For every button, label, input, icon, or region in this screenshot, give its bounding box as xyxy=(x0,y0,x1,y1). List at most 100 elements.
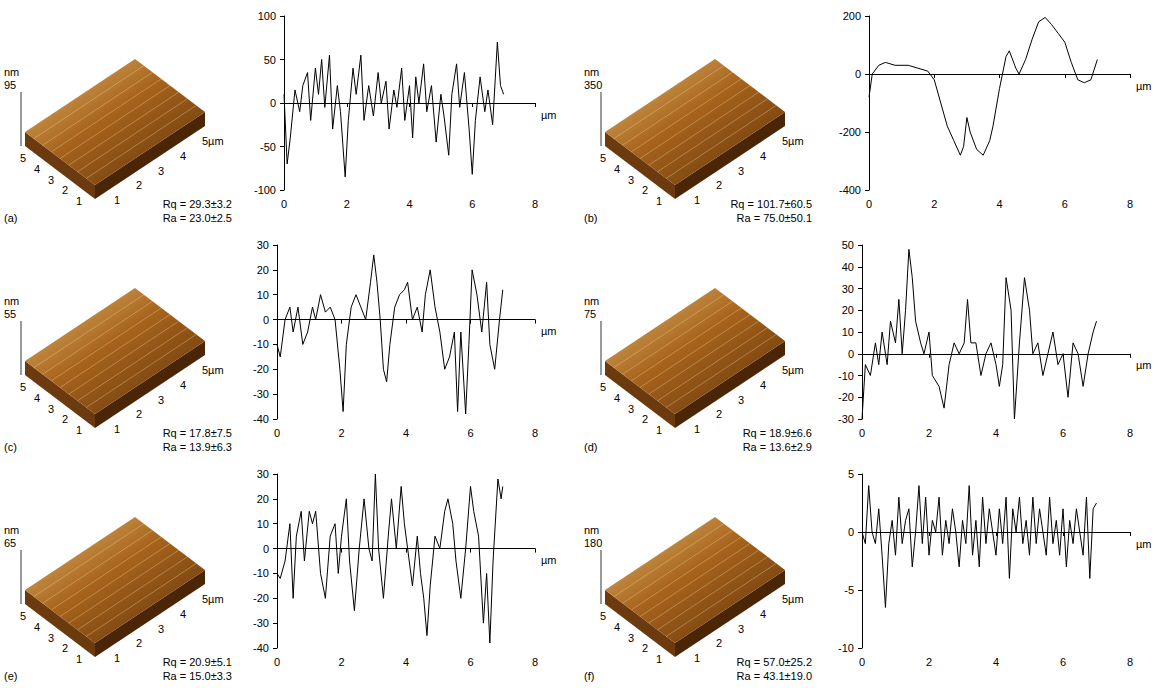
svg-text:4: 4 xyxy=(34,621,40,633)
svg-text:2: 2 xyxy=(716,637,722,649)
svg-text:2: 2 xyxy=(642,413,648,425)
svg-text:nm: nm xyxy=(4,66,19,78)
svg-text:-100: -100 xyxy=(254,184,276,196)
svg-text:-30: -30 xyxy=(838,413,854,425)
svg-text:8: 8 xyxy=(1127,198,1133,210)
svg-text:µm: µm xyxy=(1136,359,1152,371)
svg-text:6: 6 xyxy=(469,198,475,210)
svg-text:4: 4 xyxy=(34,392,40,404)
svg-text:4: 4 xyxy=(760,150,766,162)
svg-text:Ra = 15.0±3.3: Ra = 15.0±3.3 xyxy=(163,670,232,682)
svg-text:-10: -10 xyxy=(838,642,854,654)
svg-text:0: 0 xyxy=(859,427,865,439)
svg-text:2: 2 xyxy=(642,184,648,196)
svg-text:-50: -50 xyxy=(260,141,276,153)
svg-text:Ra = 75.0±50.1: Ra = 75.0±50.1 xyxy=(737,212,812,224)
svg-text:1: 1 xyxy=(76,195,82,207)
svg-text:8: 8 xyxy=(1127,427,1133,439)
svg-text:30: 30 xyxy=(257,468,269,480)
svg-text:4: 4 xyxy=(993,656,999,668)
svg-text:0: 0 xyxy=(859,656,865,668)
svg-text:5: 5 xyxy=(848,468,854,480)
svg-text:(d): (d) xyxy=(584,441,597,453)
svg-text:Ra = 13.6±2.9: Ra = 13.6±2.9 xyxy=(743,441,812,453)
svg-text:0: 0 xyxy=(274,427,280,439)
svg-text:3: 3 xyxy=(738,623,744,635)
svg-text:nm: nm xyxy=(584,295,599,307)
svg-text:5: 5 xyxy=(600,152,606,164)
svg-text:4: 4 xyxy=(760,379,766,391)
svg-text:55: 55 xyxy=(4,308,16,320)
svg-text:2: 2 xyxy=(62,184,68,196)
svg-text:5µm: 5µm xyxy=(782,593,804,605)
svg-text:0: 0 xyxy=(866,198,872,210)
svg-text:2: 2 xyxy=(716,408,722,420)
svg-text:10: 10 xyxy=(257,518,269,530)
svg-text:4: 4 xyxy=(34,163,40,175)
svg-text:100: 100 xyxy=(258,10,276,22)
svg-text:4: 4 xyxy=(996,198,1002,210)
svg-text:3: 3 xyxy=(628,403,634,415)
svg-text:3: 3 xyxy=(158,394,164,406)
svg-text:Rq = 101.7±60.5: Rq = 101.7±60.5 xyxy=(730,198,812,210)
svg-text:4: 4 xyxy=(403,656,409,668)
svg-text:200: 200 xyxy=(843,10,861,22)
svg-text:6: 6 xyxy=(467,656,473,668)
svg-text:1: 1 xyxy=(76,424,82,436)
svg-text:4: 4 xyxy=(180,150,186,162)
svg-text:5: 5 xyxy=(600,610,606,622)
svg-text:2: 2 xyxy=(136,637,142,649)
svg-text:(a): (a) xyxy=(4,212,17,224)
svg-text:2: 2 xyxy=(136,179,142,191)
svg-text:(b): (b) xyxy=(584,212,597,224)
svg-text:20: 20 xyxy=(842,304,854,316)
svg-text:180: 180 xyxy=(584,537,602,549)
svg-text:0: 0 xyxy=(263,543,269,555)
svg-text:µm: µm xyxy=(541,554,557,566)
svg-text:2: 2 xyxy=(926,427,932,439)
svg-text:20: 20 xyxy=(257,493,269,505)
svg-text:µm: µm xyxy=(1136,538,1152,550)
svg-text:40: 40 xyxy=(842,261,854,273)
svg-text:3: 3 xyxy=(158,165,164,177)
svg-text:-10: -10 xyxy=(253,567,269,579)
svg-text:3: 3 xyxy=(738,394,744,406)
svg-text:0: 0 xyxy=(274,656,280,668)
svg-text:-10: -10 xyxy=(253,338,269,350)
svg-text:2: 2 xyxy=(62,642,68,654)
svg-text:6: 6 xyxy=(1060,427,1066,439)
svg-text:6: 6 xyxy=(467,427,473,439)
svg-text:(c): (c) xyxy=(4,441,17,453)
svg-text:50: 50 xyxy=(842,239,854,251)
svg-text:5µm: 5µm xyxy=(202,593,224,605)
svg-text:1: 1 xyxy=(694,652,700,664)
svg-text:-5: -5 xyxy=(844,584,854,596)
svg-text:1: 1 xyxy=(114,423,120,435)
svg-text:-30: -30 xyxy=(253,617,269,629)
svg-text:1: 1 xyxy=(114,194,120,206)
svg-text:30: 30 xyxy=(842,283,854,295)
svg-text:Ra = 43.1±19.0: Ra = 43.1±19.0 xyxy=(737,670,812,682)
svg-text:2: 2 xyxy=(931,198,937,210)
svg-text:-10: -10 xyxy=(838,370,854,382)
svg-text:Rq = 29.3±3.2: Rq = 29.3±3.2 xyxy=(163,198,232,210)
svg-text:0: 0 xyxy=(848,348,854,360)
svg-text:4: 4 xyxy=(993,427,999,439)
svg-text:2: 2 xyxy=(338,427,344,439)
svg-text:5: 5 xyxy=(20,152,26,164)
svg-text:-40: -40 xyxy=(253,642,269,654)
svg-text:6: 6 xyxy=(1062,198,1068,210)
svg-text:1: 1 xyxy=(694,423,700,435)
svg-text:2: 2 xyxy=(62,413,68,425)
svg-text:5: 5 xyxy=(20,381,26,393)
svg-text:Rq = 20.9±5.1: Rq = 20.9±5.1 xyxy=(163,656,232,668)
svg-text:Ra = 13.9±6.3: Ra = 13.9±6.3 xyxy=(163,441,232,453)
svg-text:4: 4 xyxy=(614,621,620,633)
svg-text:20: 20 xyxy=(257,264,269,276)
svg-text:3: 3 xyxy=(48,632,54,644)
svg-text:5: 5 xyxy=(600,381,606,393)
svg-text:6: 6 xyxy=(1060,656,1066,668)
svg-text:4: 4 xyxy=(180,608,186,620)
svg-text:0: 0 xyxy=(281,198,287,210)
svg-text:2: 2 xyxy=(344,198,350,210)
